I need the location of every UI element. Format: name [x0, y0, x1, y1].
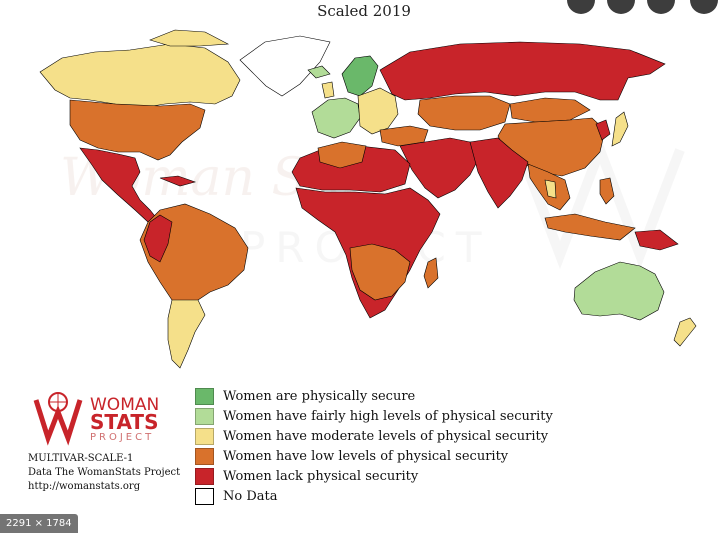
legend-swatch: [195, 468, 214, 485]
region-thailand: [544, 179, 557, 199]
region-scandinavia: [341, 55, 379, 97]
region-arctic-islands: [149, 29, 230, 47]
region-papua: [634, 229, 679, 251]
region-eastern-europe: [357, 87, 399, 135]
image-size-badge: 2291 × 1784: [0, 514, 78, 533]
legend-label: Women have low levels of physical securi…: [223, 449, 509, 464]
region-caribbean: [159, 175, 197, 187]
legend-label: Women lack physical security: [223, 469, 419, 484]
logo-line-stats: STATS: [90, 410, 159, 434]
region-southern-cone: [167, 299, 206, 369]
region-greenland: [239, 35, 331, 97]
toolbar-button[interactable]: [647, 0, 675, 14]
region-iceland: [307, 65, 331, 79]
region-philippines: [599, 177, 615, 205]
region-uk: [321, 81, 335, 99]
map-title: Scaled 2019: [317, 2, 411, 20]
toolbar-button[interactable]: [690, 0, 718, 14]
region-middle-east: [399, 137, 481, 199]
region-australia: [573, 261, 665, 321]
legend-label: Women have moderate levels of physical s…: [223, 429, 549, 444]
legend-label: No Data: [223, 489, 278, 504]
credit-code: MULTIVAR-SCALE-1: [28, 453, 134, 464]
legend-swatch: [195, 448, 214, 465]
legend-label: Women are physically secure: [223, 389, 416, 404]
region-andes: [143, 214, 173, 263]
legend-swatch: [195, 488, 214, 505]
region-western-europe: [311, 97, 361, 139]
toolbar-button[interactable]: [567, 0, 595, 14]
region-maghreb: [317, 141, 367, 169]
world-map: Woman Stats PROJECT: [39, 29, 697, 369]
toolbar-button[interactable]: [607, 0, 635, 14]
credit-url[interactable]: http://womanstats.org: [28, 481, 141, 492]
region-indonesia: [544, 213, 636, 241]
region-mexico: [79, 147, 159, 223]
region-central-asia: [417, 95, 511, 131]
region-japan: [611, 111, 629, 147]
credit-source: Data The WomanStats Project: [28, 467, 181, 478]
legend-label: Women have fairly high levels of physica…: [223, 409, 553, 424]
region-usa: [69, 99, 206, 161]
legend-swatch: [195, 428, 214, 445]
globe-figure-icon: [33, 392, 83, 446]
region-mongolia: [509, 97, 591, 123]
legend-swatch: [195, 388, 214, 405]
logo-line-woman: WOMAN: [90, 395, 160, 415]
logo-line-project: PROJECT: [90, 432, 155, 443]
region-korea: [595, 119, 611, 141]
region-central-southern-africa: [349, 243, 411, 301]
legend-swatch: [195, 408, 214, 425]
region-russia: [379, 41, 666, 101]
region-madagascar: [423, 257, 439, 289]
region-south-asia: [469, 137, 529, 209]
womanstats-logo: WOMAN STATS PROJECT: [28, 388, 168, 448]
region-canada: [39, 43, 241, 109]
region-new-zealand: [673, 317, 697, 347]
